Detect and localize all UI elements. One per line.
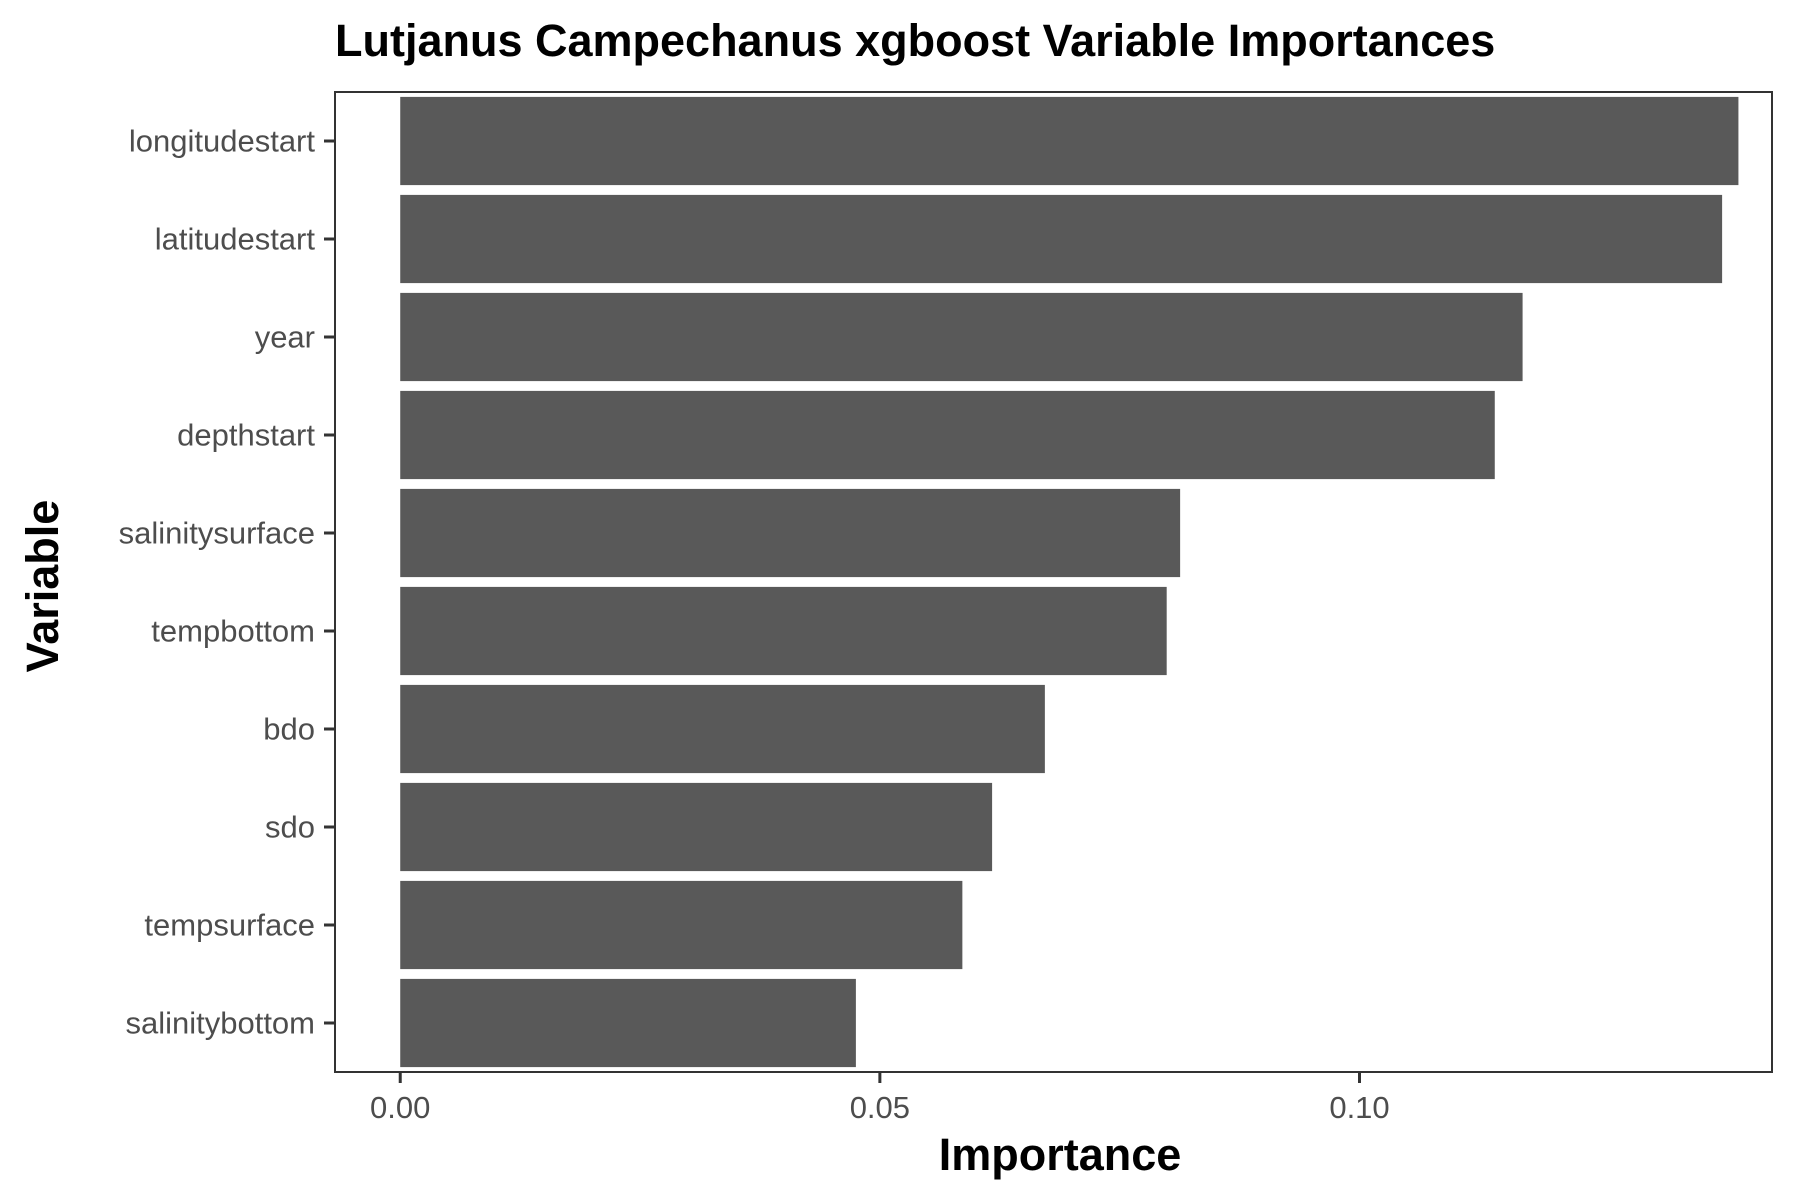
- x-axis: 0.00 0.05 0.10: [370, 1072, 1390, 1125]
- y-tick-label-tempbottom: tempbottom: [151, 614, 315, 649]
- plot-panel-border: [334, 91, 1773, 1073]
- y-tick-label-salinitybottom: salinitybottom: [125, 1006, 315, 1041]
- y-axis-title: Variable: [17, 500, 68, 673]
- bar-salinitysurface: [400, 488, 1181, 578]
- x-axis-title: Importance: [939, 1129, 1182, 1180]
- y-tick-label-depthstart: depthstart: [177, 418, 315, 453]
- y-tick-label-longitudestart: longitudestart: [129, 124, 316, 159]
- y-tick-label-bdo: bdo: [263, 712, 315, 747]
- chart-title: Lutjanus Campechanus xgboost Variable Im…: [335, 15, 1495, 66]
- y-tick-label-year: year: [255, 320, 315, 355]
- bar-latitudestart: [400, 194, 1723, 284]
- y-tick-label-tempsurface: tempsurface: [144, 908, 315, 943]
- y-tick-label-latitudestart: latitudestart: [155, 222, 316, 257]
- bar-salinitybottom: [400, 978, 856, 1068]
- bar-tempbottom: [400, 586, 1167, 676]
- y-axis: longitudestart latitudestart year depthstar…: [119, 124, 335, 1041]
- x-tick-label: 0.00: [370, 1090, 430, 1125]
- bars-layer: [400, 96, 1739, 1068]
- bar-year: [400, 292, 1523, 382]
- bar-depthstart: [400, 390, 1495, 480]
- bar-longitudestart: [400, 96, 1739, 186]
- x-tick-label: 0.10: [1329, 1090, 1389, 1125]
- y-tick-label-sdo: sdo: [265, 810, 315, 845]
- bar-bdo: [400, 684, 1045, 774]
- x-tick-label: 0.05: [850, 1090, 910, 1125]
- y-tick-label-salinitysurface: salinitysurface: [119, 516, 315, 551]
- bar-tempsurface: [400, 880, 963, 970]
- bar-sdo: [400, 782, 993, 872]
